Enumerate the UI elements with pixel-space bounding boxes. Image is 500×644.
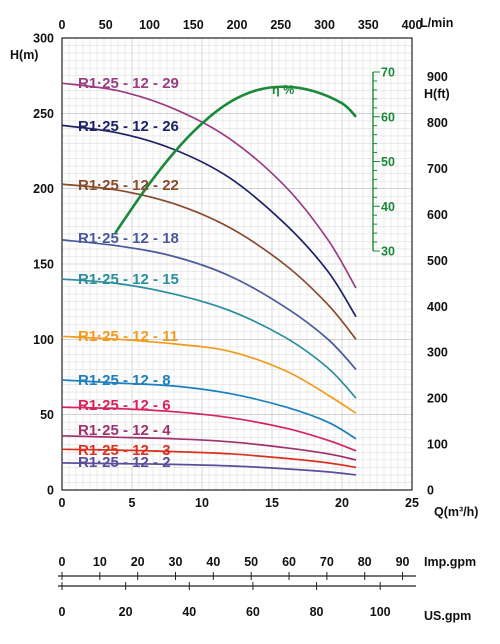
plot-frame	[61, 37, 413, 491]
head-curve	[61, 335, 357, 414]
scale-tick-label: 0	[59, 605, 66, 619]
top-tick-label: 0	[59, 18, 66, 32]
efficiency-axis: 30 40 50 60 70	[372, 66, 395, 259]
curve-label: R1·25 - 12 - 8	[78, 372, 171, 389]
imp-gpm-title: Imp.gpm	[424, 555, 476, 569]
scale-tick-label: 100	[370, 605, 391, 619]
head-curve	[61, 379, 357, 440]
efficiency-tick-label: 30	[381, 245, 395, 259]
right-tick-label: 300	[427, 346, 448, 360]
curve-label: R1·25 - 12 - 26	[78, 118, 179, 135]
x-tick-label: 10	[195, 496, 209, 510]
top-axis-title: L/min	[420, 16, 453, 30]
head-curve	[61, 406, 357, 452]
top-tick-label: 350	[358, 18, 379, 32]
curve-label: R1·25 - 12 - 29	[78, 75, 179, 92]
scale-tick-label: 0	[59, 555, 66, 569]
curve-label: R1·25 - 12 - 22	[78, 177, 179, 194]
y-axis-right: 0 100 200 300 400 500 600 700 800 900	[427, 70, 448, 497]
right-tick-label: 400	[427, 300, 448, 314]
top-tick-label: 400	[402, 18, 423, 32]
efficiency-tick-label: 50	[381, 155, 395, 169]
head-curve	[61, 82, 357, 289]
right-axis-title: H(ft)	[424, 87, 450, 101]
x-axis-bottom: 0 5 10 15 20 25	[59, 496, 419, 510]
curve-label: R1·25 - 12 - 2	[78, 454, 171, 471]
y-tick-label: 250	[33, 107, 54, 121]
us-gpm-scale: 0 20 40 60 80 100	[58, 582, 416, 619]
right-tick-label: 500	[427, 254, 448, 268]
scale-tick-label: 50	[244, 555, 258, 569]
scale-tick-label: 20	[131, 555, 145, 569]
scale-tick-label: 20	[119, 605, 133, 619]
head-curve	[61, 278, 357, 399]
top-tick-label: 200	[227, 18, 248, 32]
curve-label: R1·25 - 12 - 3	[78, 442, 171, 459]
scale-tick-label: 90	[396, 555, 410, 569]
scale-tick-label: 30	[169, 555, 183, 569]
curve-label: R1·25 - 12 - 11	[78, 328, 178, 345]
y-tick-label: 200	[33, 182, 54, 196]
right-tick-label: 0	[427, 484, 434, 498]
head-curve	[61, 239, 357, 371]
right-tick-label: 800	[427, 116, 448, 130]
efficiency-curve	[114, 85, 357, 234]
curve-label: R1·25 - 12 - 6	[78, 397, 171, 414]
y-tick-label: 300	[33, 32, 54, 46]
chart-grid	[62, 38, 412, 490]
top-tick-label: 50	[99, 18, 113, 32]
scale-tick-label: 60	[282, 555, 296, 569]
efficiency-tick-label: 40	[381, 200, 395, 214]
top-tick-label: 150	[183, 18, 204, 32]
efficiency-tick-label: 60	[381, 110, 395, 124]
y-tick-label: 50	[40, 408, 54, 422]
scale-tick-label: 10	[93, 555, 107, 569]
right-tick-label: 100	[427, 438, 448, 452]
right-tick-label: 700	[427, 162, 448, 176]
efficiency-tick-label: 70	[381, 66, 395, 80]
right-tick-label: 600	[427, 208, 448, 222]
x-tick-label: 5	[129, 496, 136, 510]
curve-label: R1·25 - 12 - 15	[78, 271, 179, 288]
y-tick-label: 0	[47, 484, 54, 498]
y-tick-label: 150	[33, 258, 54, 272]
head-curve	[61, 124, 357, 318]
x-tick-label: 0	[59, 496, 66, 510]
right-tick-label: 200	[427, 392, 448, 406]
head-curve	[61, 462, 357, 476]
x-tick-label: 25	[405, 496, 419, 510]
x-tick-label: 15	[265, 496, 279, 510]
y-axis-left: 0 50 100 150 200 250 300	[33, 32, 54, 498]
curve-labels: R1·25 - 12 - 29 R1·25 - 12 - 26 R1·25 - 12…	[78, 75, 179, 471]
scale-tick-label: 70	[320, 555, 334, 569]
scale-tick-label: 80	[358, 555, 372, 569]
head-curve	[61, 183, 357, 340]
scale-tick-label: 80	[310, 605, 324, 619]
right-tick-label: 900	[427, 70, 448, 84]
imp-gpm-scale: 0 10 20 30 40 50 60 70 80 90	[58, 555, 416, 580]
top-tick-label: 300	[314, 18, 335, 32]
curve-label: R1·25 - 12 - 4	[78, 422, 171, 439]
efficiency-title: η %	[272, 83, 294, 97]
curve-label: R1·25 - 12 - 18	[78, 230, 179, 247]
y-axis-title: H(m)	[10, 48, 38, 62]
scale-tick-label: 60	[246, 605, 260, 619]
x-axis-top: 0 50 100 150 200 250 300 350 400	[59, 18, 423, 32]
x-axis-title: Q(m³/h)	[434, 505, 478, 519]
scale-tick-label: 40	[206, 555, 220, 569]
head-curve	[61, 434, 357, 461]
y-tick-label: 100	[33, 333, 54, 347]
scale-tick-label: 40	[182, 605, 196, 619]
head-curve	[61, 448, 357, 469]
us-gpm-title: US.gpm	[424, 609, 471, 623]
top-tick-label: 100	[139, 18, 160, 32]
x-tick-label: 20	[335, 496, 349, 510]
top-tick-label: 250	[270, 18, 291, 32]
curves	[61, 82, 357, 476]
